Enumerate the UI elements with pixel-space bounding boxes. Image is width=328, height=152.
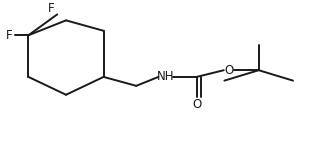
Text: NH: NH	[157, 70, 174, 83]
Text: F: F	[6, 29, 12, 42]
Text: O: O	[192, 98, 201, 111]
Text: O: O	[225, 64, 234, 77]
Text: F: F	[48, 2, 55, 15]
